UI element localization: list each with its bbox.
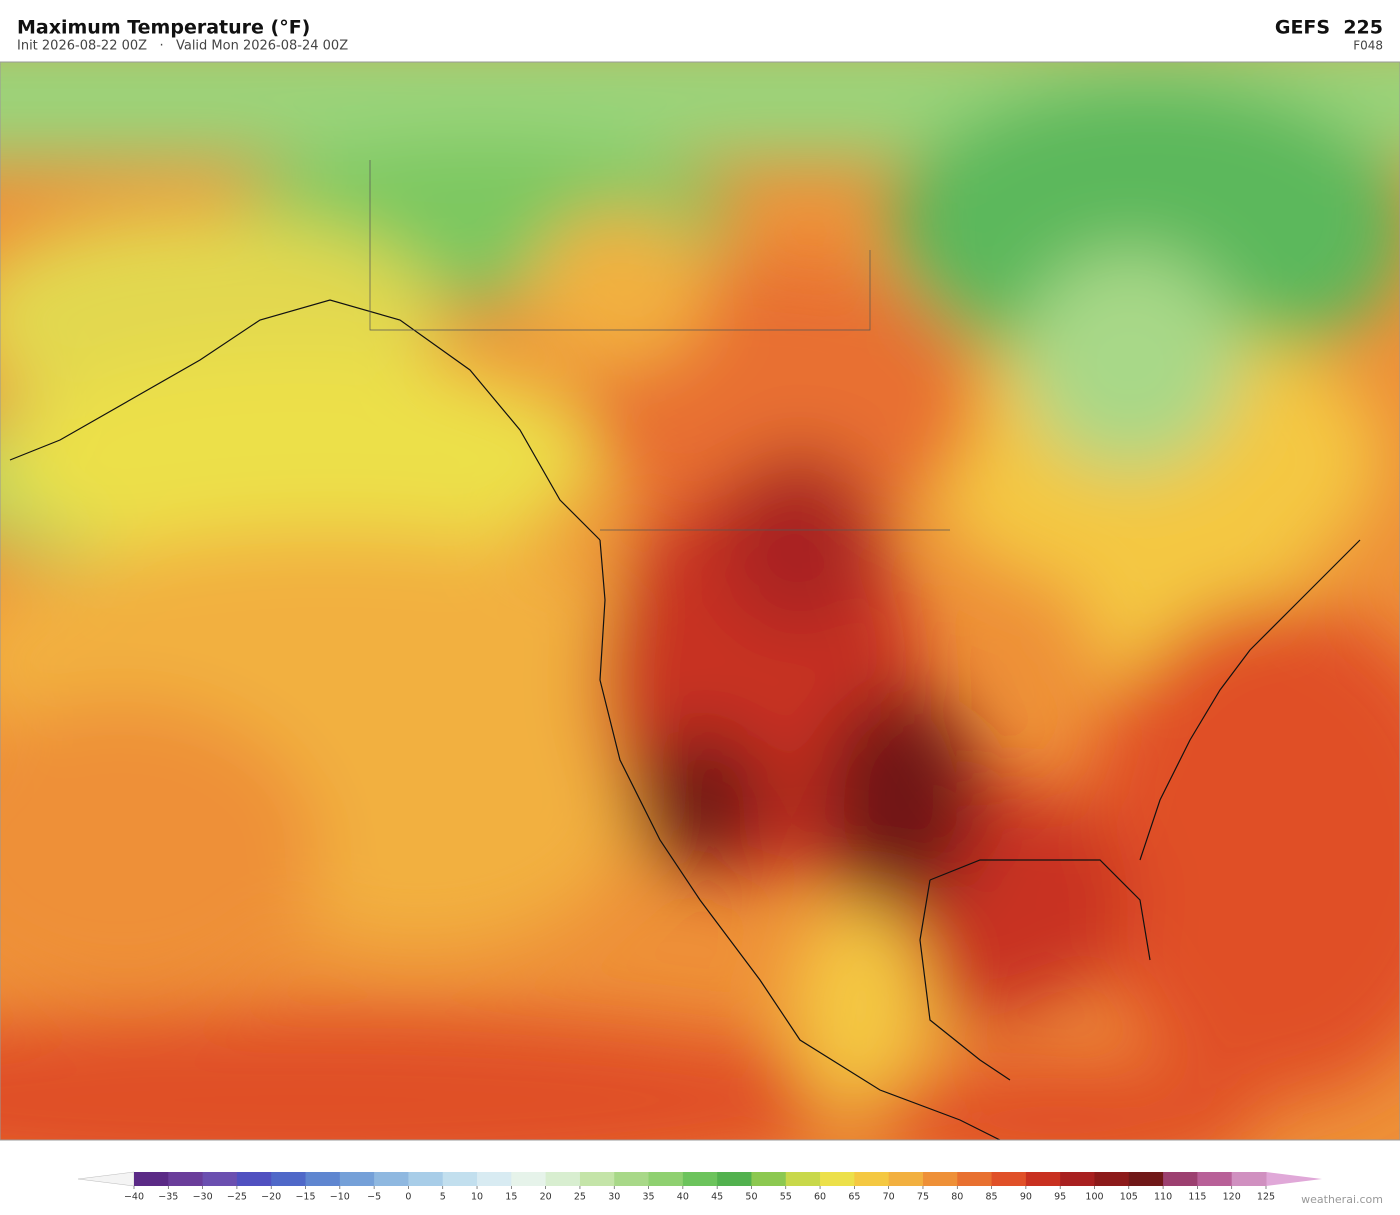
colorbar-tick-label: 45 [711, 1192, 723, 1203]
colorbar: −40 −35 −30 −25 −20 −15 −10 −5 0 5 10 15 20 25 30 35 40 4… [77, 1171, 1322, 1203]
colorbar-bin [271, 1172, 307, 1186]
colorbar-bin [820, 1172, 855, 1186]
colorbar-bin [957, 1172, 993, 1186]
colorbar-tick-label: −10 [330, 1192, 350, 1203]
colorbar-bin [888, 1172, 924, 1186]
colorbar-bin [682, 1172, 718, 1186]
colorbar-bin [134, 1172, 169, 1186]
colorbar-tick-label: 30 [608, 1192, 620, 1203]
colorbar-bin [751, 1172, 787, 1186]
colorbar-tick-label: 20 [540, 1192, 552, 1203]
colorbar-bin [1094, 1172, 1130, 1186]
colorbar-bin [305, 1172, 341, 1186]
map [0, 62, 1400, 1140]
colorbar-tick-label: 65 [848, 1192, 860, 1203]
colorbar-bin [648, 1172, 684, 1186]
colorbar-tick-label: 80 [951, 1192, 963, 1203]
colorbar-bin [614, 1172, 650, 1186]
colorbar-tick-label: 110 [1154, 1192, 1172, 1203]
colorbar-tick-label: 60 [814, 1192, 826, 1203]
model: GEFS 225 [1275, 17, 1383, 39]
colorbar-bin [202, 1172, 238, 1186]
colorbar-tick-label: 10 [471, 1192, 483, 1203]
colorbar-bin [511, 1172, 547, 1186]
colorbar-bin [1231, 1172, 1267, 1186]
colorbar-tick-label: 105 [1120, 1192, 1138, 1203]
colorbar-under [77, 1171, 135, 1187]
colorbar-bin [922, 1172, 958, 1186]
colorbar-bin [374, 1172, 409, 1186]
colorbar-tick-label: −30 [193, 1192, 213, 1203]
colorbar-tick-label: 100 [1085, 1192, 1103, 1203]
colorbar-bin [579, 1172, 615, 1186]
colorbar-bin [785, 1172, 821, 1186]
subtitle: Init 2026-08-22 00Z · Valid Mon 2026-08-… [17, 39, 348, 54]
colorbar-bin [1025, 1172, 1061, 1186]
colorbar-tick-label: 40 [677, 1192, 689, 1203]
credit: weatherai.com [1301, 1193, 1383, 1206]
colorbar-bin [339, 1172, 375, 1186]
colorbar-tick-label: 90 [1020, 1192, 1032, 1203]
colorbar-tick-label: 35 [642, 1192, 654, 1203]
colorbar-tick-label: 75 [917, 1192, 929, 1203]
colorbar-tick-label: −20 [261, 1192, 281, 1203]
colorbar-bin [236, 1172, 272, 1186]
colorbar-bin [477, 1172, 512, 1186]
colorbar-tick-label: −25 [227, 1192, 247, 1203]
colorbar-bin [1128, 1172, 1164, 1186]
colorbar-bin [408, 1172, 444, 1186]
colorbar-bin [717, 1172, 752, 1186]
colorbar-tick-label: 5 [440, 1192, 446, 1203]
colorbar-bin [168, 1172, 204, 1186]
title: Maximum Temperature (°F) [17, 17, 310, 39]
colorbar-tick-label: 120 [1223, 1192, 1241, 1203]
colorbar-over [1266, 1172, 1322, 1186]
colorbar-tick-label: 25 [574, 1192, 586, 1203]
colorbar-tick-label: 125 [1257, 1192, 1275, 1203]
colorbar-tick-label: 70 [883, 1192, 895, 1203]
colorbar-tick-label: 115 [1188, 1192, 1206, 1203]
colorbar-tick-label: −5 [367, 1192, 381, 1203]
colorbar-bin [442, 1172, 478, 1186]
colorbar-tick-label: −15 [295, 1192, 315, 1203]
colorbar-tick-label: 95 [1054, 1192, 1066, 1203]
colorbar-bin [545, 1172, 581, 1186]
colorbar-tick-label: 15 [505, 1192, 517, 1203]
colorbar-bin [854, 1172, 890, 1186]
colorbar-tick-label: −35 [158, 1192, 178, 1203]
colorbar-tick-label: 50 [745, 1192, 757, 1203]
colorbar-bin [1197, 1172, 1233, 1186]
colorbar-tick-label: −40 [124, 1192, 144, 1203]
forecast-hour: F048 [1353, 39, 1383, 53]
colorbar-bin [1060, 1172, 1095, 1186]
colorbar-tick-label: 85 [986, 1192, 998, 1203]
colorbar-tick-label: 55 [780, 1192, 792, 1203]
colorbar-tick-label: 0 [405, 1192, 411, 1203]
colorbar-bin [1163, 1172, 1198, 1186]
colorbar-bin [991, 1172, 1027, 1186]
